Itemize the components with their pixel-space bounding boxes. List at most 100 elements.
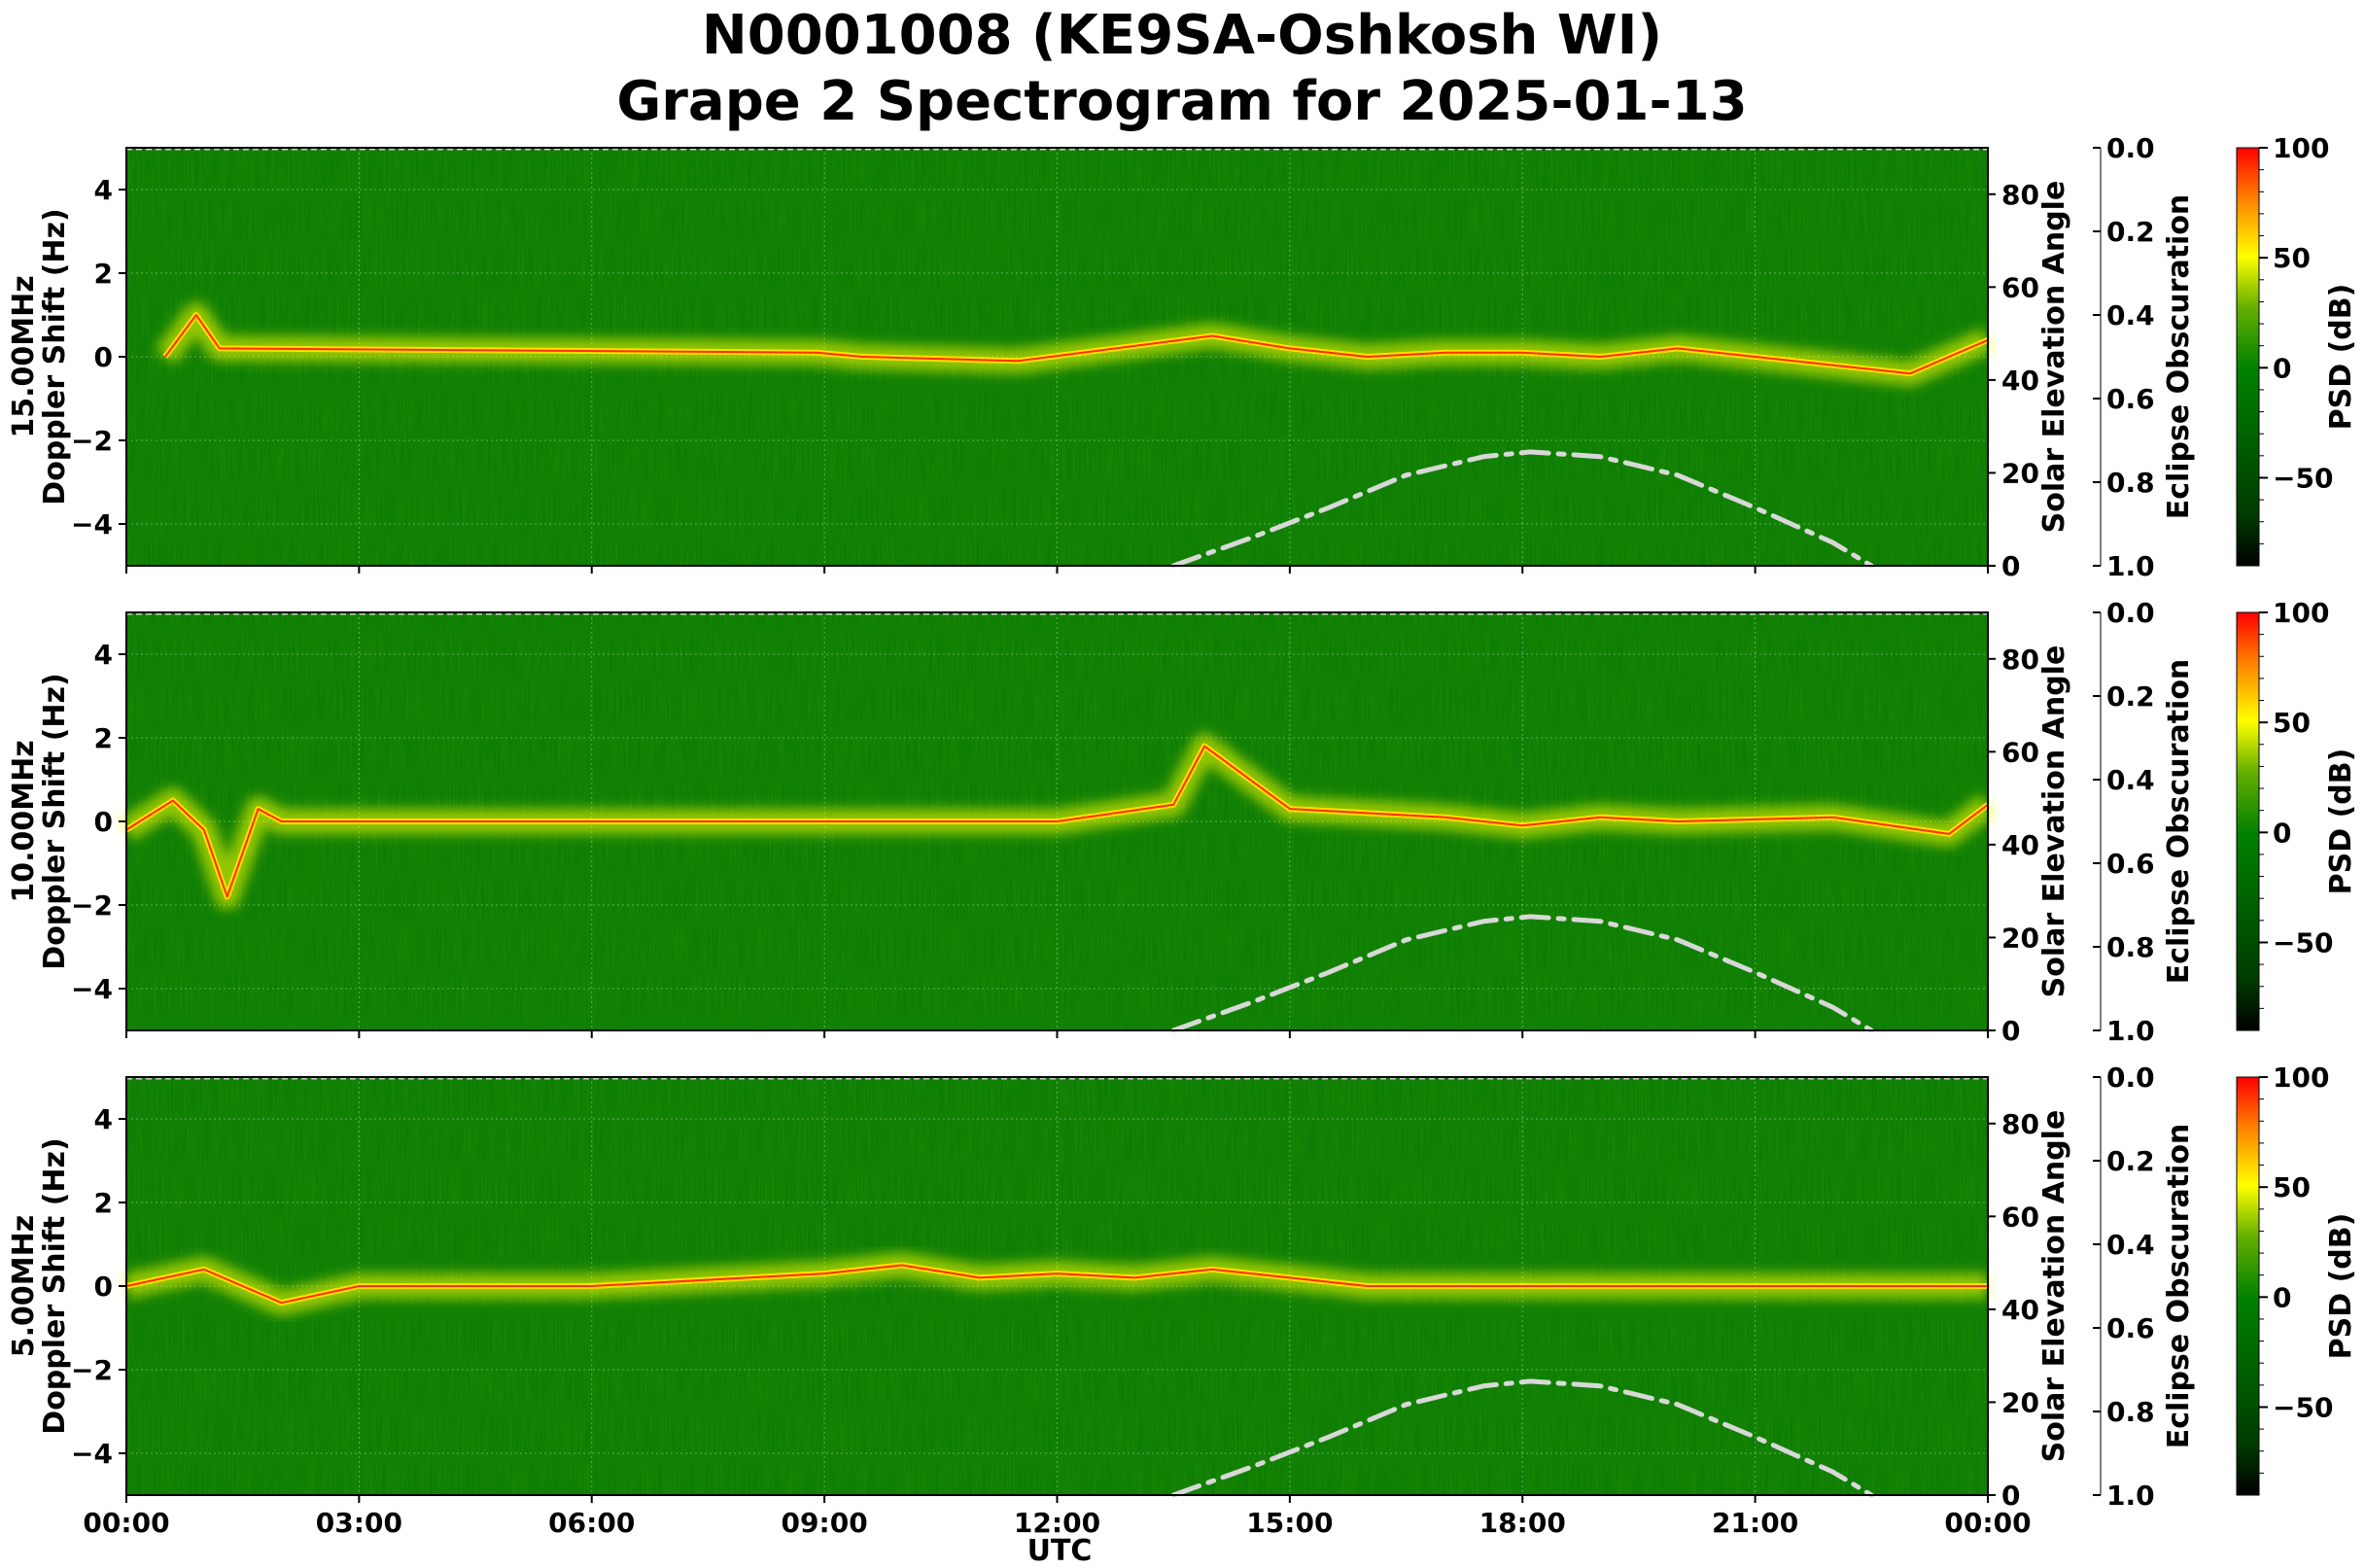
colorbar	[2236, 1076, 2260, 1496]
y-tick-label: −2	[71, 425, 113, 457]
colorbar-label: PSD (dB)	[2324, 1213, 2358, 1360]
colorbar-tick-label: 100	[2273, 1062, 2329, 1094]
colorbar-tick-label: 0	[2273, 352, 2291, 384]
x-tick-label: 06:00	[548, 1507, 635, 1539]
colorbar-tick-label: 100	[2273, 597, 2329, 629]
y-tick-label: −4	[71, 1438, 113, 1470]
colorbar-tick-label: 50	[2273, 242, 2311, 274]
y-tick-label: 4	[94, 174, 113, 206]
x-tick-label: 12:00	[1014, 1507, 1100, 1539]
solar-tick-label: 0	[2001, 550, 2020, 582]
solar-elevation-curve	[1170, 1378, 1874, 1498]
colorbar-tick-label: 50	[2273, 707, 2311, 739]
solar-tick-label: 60	[2001, 1201, 2039, 1233]
panel-frequency-label: 15.00MHz	[7, 275, 41, 437]
eclipse-tick-label: 1.0	[2106, 1480, 2155, 1512]
solar-tick-label: 60	[2001, 271, 2039, 303]
colorbar-tick-label: −50	[2273, 462, 2333, 494]
y-axis-label: Doppler Shift (Hz)	[38, 1137, 72, 1434]
eclipse-tick-label: 0.0	[2106, 132, 2155, 164]
eclipse-tick-label: 0.8	[2106, 931, 2155, 963]
y-tick-label: −4	[71, 508, 113, 540]
y-tick-label: −4	[71, 973, 113, 1005]
solar-tick-label: 20	[2001, 1386, 2039, 1418]
eclipse-axis-label: Eclipse Obscuration	[2162, 1124, 2196, 1449]
solar-axis-label: Solar Elevation Angle	[2037, 1110, 2071, 1463]
eclipse-tick-label: 0.2	[2106, 216, 2155, 248]
doppler-trace-core	[125, 745, 1989, 898]
solar-tick-label: 60	[2001, 736, 2039, 768]
y-tick-label: 0	[94, 806, 113, 838]
solar-tick-label: 40	[2001, 829, 2039, 861]
colorbar-label: PSD (dB)	[2324, 284, 2358, 431]
x-tick-label: 00:00	[1944, 1507, 2031, 1539]
solar-elevation-curve	[1170, 914, 1874, 1033]
solar-tick-label: 40	[2001, 1294, 2039, 1326]
figure-title-line2: Grape 2 Spectrogram for 2025-01-13	[616, 70, 1747, 133]
y-axis-label: Doppler Shift (Hz)	[38, 673, 72, 969]
doppler-trace-core	[164, 314, 1989, 375]
solar-tick-label: 80	[2001, 644, 2039, 676]
doppler-trace-core	[125, 1264, 1988, 1305]
solar-tick-label: 20	[2001, 457, 2039, 489]
solar-axis-label: Solar Elevation Angle	[2037, 181, 2071, 534]
x-tick-label: 21:00	[1712, 1507, 1798, 1539]
y-tick-label: 4	[94, 1103, 113, 1135]
x-tick-label: 03:00	[316, 1507, 402, 1539]
solar-elevation-curve	[1170, 449, 1874, 569]
solar-tick-label: 80	[2001, 1108, 2039, 1140]
colorbar	[2236, 611, 2260, 1031]
x-tick-label: 09:00	[782, 1507, 868, 1539]
eclipse-tick-label: 0.6	[2106, 848, 2155, 880]
y-tick-label: 0	[94, 341, 113, 373]
eclipse-tick-label: 1.0	[2106, 550, 2155, 582]
colorbar-label: PSD (dB)	[2324, 749, 2358, 895]
eclipse-tick-label: 0.2	[2106, 1145, 2155, 1177]
eclipse-tick-label: 0.2	[2106, 680, 2155, 713]
y-tick-label: 4	[94, 639, 113, 671]
colorbar-tick-label: 100	[2273, 132, 2329, 164]
y-axis-label: Doppler Shift (Hz)	[38, 208, 72, 505]
colorbar-tick-label: 50	[2273, 1171, 2311, 1203]
panel-frequency-label: 5.00MHz	[7, 1215, 41, 1357]
eclipse-tick-label: 0.8	[2106, 467, 2155, 499]
colorbar-tick-label: −50	[2273, 926, 2333, 958]
eclipse-tick-label: 0.4	[2106, 299, 2155, 331]
colorbar-tick-label: 0	[2273, 817, 2291, 849]
eclipse-tick-label: 0.0	[2106, 1062, 2155, 1094]
solar-tick-label: 0	[2001, 1015, 2020, 1047]
y-tick-label: 0	[94, 1271, 113, 1303]
panel-frequency-label: 10.00MHz	[7, 740, 41, 902]
eclipse-axis-label: Eclipse Obscuration	[2162, 659, 2196, 985]
solar-tick-label: 40	[2001, 365, 2039, 397]
solar-tick-label: 20	[2001, 922, 2039, 954]
y-tick-label: −2	[71, 1354, 113, 1386]
x-tick-label: 18:00	[1479, 1507, 1566, 1539]
colorbar-tick-label: 0	[2273, 1281, 2291, 1313]
eclipse-tick-label: 0.6	[2106, 1312, 2155, 1344]
colorbar-tick-label: −50	[2273, 1391, 2333, 1423]
eclipse-tick-label: 0.6	[2106, 383, 2155, 415]
y-tick-label: 2	[94, 258, 113, 290]
eclipse-tick-label: 1.0	[2106, 1015, 2155, 1047]
x-tick-label: 00:00	[83, 1507, 169, 1539]
figure-title-line1: N0001008 (KE9SA-Oshkosh WI)	[702, 4, 1662, 67]
colorbar	[2236, 147, 2260, 567]
eclipse-tick-label: 0.4	[2106, 1229, 2155, 1261]
solar-tick-label: 80	[2001, 179, 2039, 211]
eclipse-axis-label: Eclipse Obscuration	[2162, 194, 2196, 520]
solar-tick-label: 0	[2001, 1480, 2020, 1512]
y-tick-label: −2	[71, 889, 113, 922]
x-tick-label: 15:00	[1246, 1507, 1333, 1539]
solar-axis-label: Solar Elevation Angle	[2037, 645, 2071, 998]
eclipse-tick-label: 0.0	[2106, 597, 2155, 629]
x-axis-label: UTC	[1027, 1534, 1093, 1568]
eclipse-tick-label: 0.4	[2106, 764, 2155, 796]
y-tick-label: 2	[94, 1187, 113, 1219]
y-tick-label: 2	[94, 722, 113, 754]
